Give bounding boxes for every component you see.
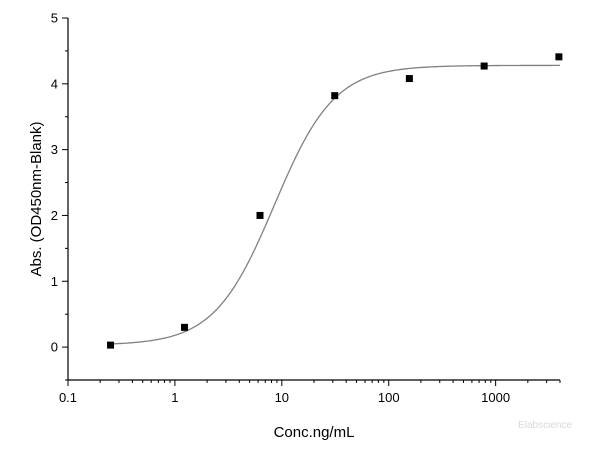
x-tick-label: 100: [378, 390, 400, 405]
y-tick-label: 2: [51, 208, 58, 223]
y-tick-label: 3: [51, 142, 58, 157]
data-point: [480, 62, 488, 70]
data-point: [107, 341, 115, 349]
data-point: [331, 92, 339, 100]
axes: [67, 18, 560, 381]
y-tick-label: 4: [51, 76, 58, 91]
y-tick-label: 1: [51, 274, 58, 289]
data-point: [256, 211, 264, 219]
watermark: Elabscience: [518, 420, 572, 431]
x-axis-title: Conc.ng/mL: [274, 424, 355, 441]
data-points: [107, 53, 563, 349]
y-tick-label: 0: [51, 340, 58, 355]
data-point: [555, 53, 563, 61]
x-tick-label: 1: [171, 390, 178, 405]
data-point: [181, 323, 189, 331]
x-tick-label: 10: [275, 390, 289, 405]
y-ticks: 0 1 2 3 4 5: [51, 11, 68, 381]
x-ticks: 0.1 1 10 100 1000: [59, 380, 561, 405]
x-tick-label: 0.1: [59, 390, 77, 405]
y-axis-title: Abs. (OD450nm-Blank): [28, 121, 45, 276]
x-tick-label: 1000: [481, 390, 510, 405]
data-point: [405, 75, 413, 83]
fit-curve: [110, 64, 560, 345]
y-tick-label: 5: [51, 11, 58, 26]
